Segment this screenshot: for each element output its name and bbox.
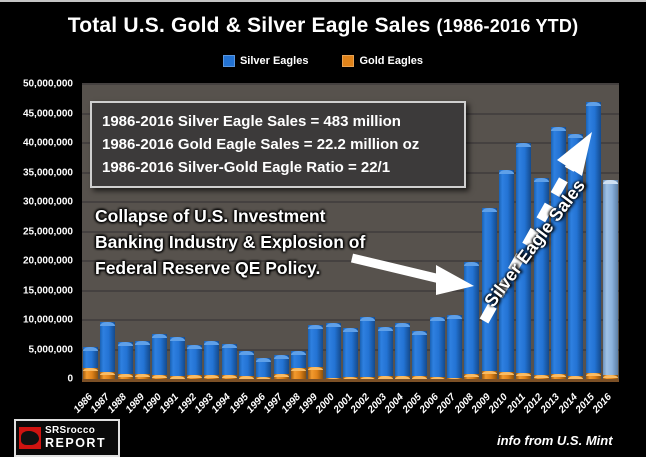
gold-bar-1989: [135, 374, 151, 379]
silver-bar-2005: [412, 330, 428, 379]
silver-bar-1993: [204, 341, 220, 379]
y-tick-label-15,000,000: 15,000,000: [22, 285, 73, 296]
gold-bar-1994: [221, 375, 237, 379]
gold-bar-2004: [394, 375, 410, 379]
silver-bar-2007: [446, 315, 462, 379]
gold-swatch-icon: [342, 55, 355, 67]
gridline-20,000,000: [82, 260, 619, 262]
stat-line-ratio: 1986-2016 Silver-Gold Eagle Ratio = 22/1: [102, 159, 391, 176]
silver-bar-2002: [360, 317, 376, 379]
stats-annotation-box: 1986-2016 Silver Eagle Sales = 483 milli…: [90, 101, 466, 188]
silver-bar-2004: [394, 322, 410, 379]
y-tick-label-25,000,000: 25,000,000: [22, 226, 73, 237]
gold-bar-1991: [169, 376, 185, 379]
silver-bar-1996: [256, 357, 272, 379]
y-axis: 0 5,000,000 10,000,000 15,000,000 20,000,000…: [0, 79, 77, 385]
gold-bar-1988: [117, 374, 133, 379]
srsrocco-report-logo: SRSrocco REPORT: [14, 419, 120, 457]
silver-bar-2012: [533, 178, 549, 379]
x-axis: 1986 1987 1988 1989 1990 1991 1992 1993 1994 1995…: [71, 382, 619, 426]
gold-bar-2001: [343, 377, 358, 380]
legend-label-silver: Silver Eagles: [239, 55, 309, 67]
logo-text-report: REPORT: [45, 436, 107, 451]
silver-bar-2003: [377, 327, 393, 379]
gold-bar-1993: [204, 374, 220, 379]
y-tick-label-5,000,000: 5,000,000: [28, 344, 74, 355]
gold-bar-2012: [533, 374, 549, 379]
gold-bar-2002: [360, 376, 376, 381]
gold-bar-2009: [481, 370, 497, 379]
legend-label-gold: Gold Eagles: [359, 55, 424, 67]
y-tick-label-20,000,000: 20,000,000: [22, 255, 73, 267]
x-axis-line: [82, 379, 619, 382]
gridline-10,000,000: [82, 319, 619, 321]
gold-bar-2011: [516, 373, 532, 379]
silver-bar-2015: [585, 101, 601, 379]
silver-bar-2001: [343, 328, 358, 379]
collapse-line-3: Federal Reserve QE Policy.: [95, 258, 321, 278]
chart-title-main: Total U.S. Gold & Silver Eagle Sales: [67, 14, 437, 37]
legend-item-silver-eagles: Silver Eagles: [222, 55, 309, 67]
gridline-15,000,000: [82, 289, 619, 292]
chart-title-suffix: (1986-2016 YTD): [436, 16, 579, 36]
silver-bar-1995: [239, 350, 255, 379]
silver-bar-1992: [187, 345, 203, 379]
gold-bar-2014: [568, 375, 584, 379]
silver-bar-1999: [308, 325, 324, 379]
logo-text-srsrocco: SRSrocco: [45, 425, 96, 437]
silver-bar-1994: [221, 344, 237, 379]
silver-bar-1991: [169, 336, 185, 379]
gold-bar-2006: [429, 376, 445, 381]
legend: Silver Eagles Gold Eagles: [0, 55, 646, 67]
y-tick-label-10,000,000: 10,000,000: [22, 314, 73, 326]
gold-bar-1998: [291, 368, 307, 379]
silver-bar-2000: [325, 322, 341, 379]
gold-bar-2010: [498, 371, 514, 379]
gold-bar-2005: [412, 376, 428, 379]
silver-bar-1987: [100, 321, 116, 379]
legend-item-gold-eagles: Gold Eagles: [342, 55, 423, 67]
y-tick-label-45,000,000: 45,000,000: [22, 108, 73, 119]
gold-bar-1987: [100, 371, 116, 379]
y-tick-label-30,000,000: 30,000,000: [22, 196, 73, 208]
gold-bar-1996: [256, 376, 272, 381]
logo-eagle-icon: [19, 427, 41, 449]
y-tick-label-40,000,000: 40,000,000: [22, 137, 73, 149]
gold-bar-2013: [550, 373, 566, 379]
collapse-annotation: Collapse of U.S. Investment Banking Indu…: [95, 203, 365, 281]
collapse-line-2: Banking Industry & Explosion of: [95, 232, 366, 252]
stat-line-gold: 1986-2016 Gold Eagle Sales = 22.2 millio…: [102, 136, 420, 153]
silver-bar-1997: [273, 355, 289, 379]
gold-bar-1997: [273, 373, 289, 379]
silver-bar-1990: [152, 334, 168, 379]
y-tick-label-0: 0: [67, 373, 73, 385]
silver-bar-2013: [550, 127, 566, 379]
gold-bar-1990: [152, 374, 168, 379]
gold-bar-1999: [308, 366, 324, 379]
gridline-30,000,000: [82, 201, 619, 203]
y-tick-label-35,000,000: 35,000,000: [22, 167, 73, 178]
silver-bar-1988: [117, 341, 133, 379]
silver-swatch-icon: [222, 55, 235, 67]
gridline-50,000,000: [82, 83, 619, 85]
gridline-25,000,000: [82, 230, 619, 233]
gold-bar-2016: [602, 374, 618, 379]
chart-title: Total U.S. Gold & Silver Eagle Sales (19…: [0, 14, 646, 38]
gold-bar-1986: [83, 368, 99, 379]
source-credit: info from U.S. Mint: [497, 433, 613, 448]
collapse-line-1: Collapse of U.S. Investment: [95, 206, 326, 226]
gold-bar-1995: [239, 376, 255, 379]
gold-bar-2008: [464, 373, 480, 379]
gold-bar-1992: [187, 375, 203, 379]
silver-bar-2006: [429, 317, 445, 379]
stat-line-silver: 1986-2016 Silver Eagle Sales = 483 milli…: [102, 113, 401, 130]
silver-bar-1989: [135, 340, 151, 379]
gold-bar-2015: [585, 373, 601, 379]
gold-bar-2003: [377, 375, 393, 379]
y-tick-label-50,000,000: 50,000,000: [22, 78, 73, 90]
silver-bar-2016: [602, 179, 618, 379]
